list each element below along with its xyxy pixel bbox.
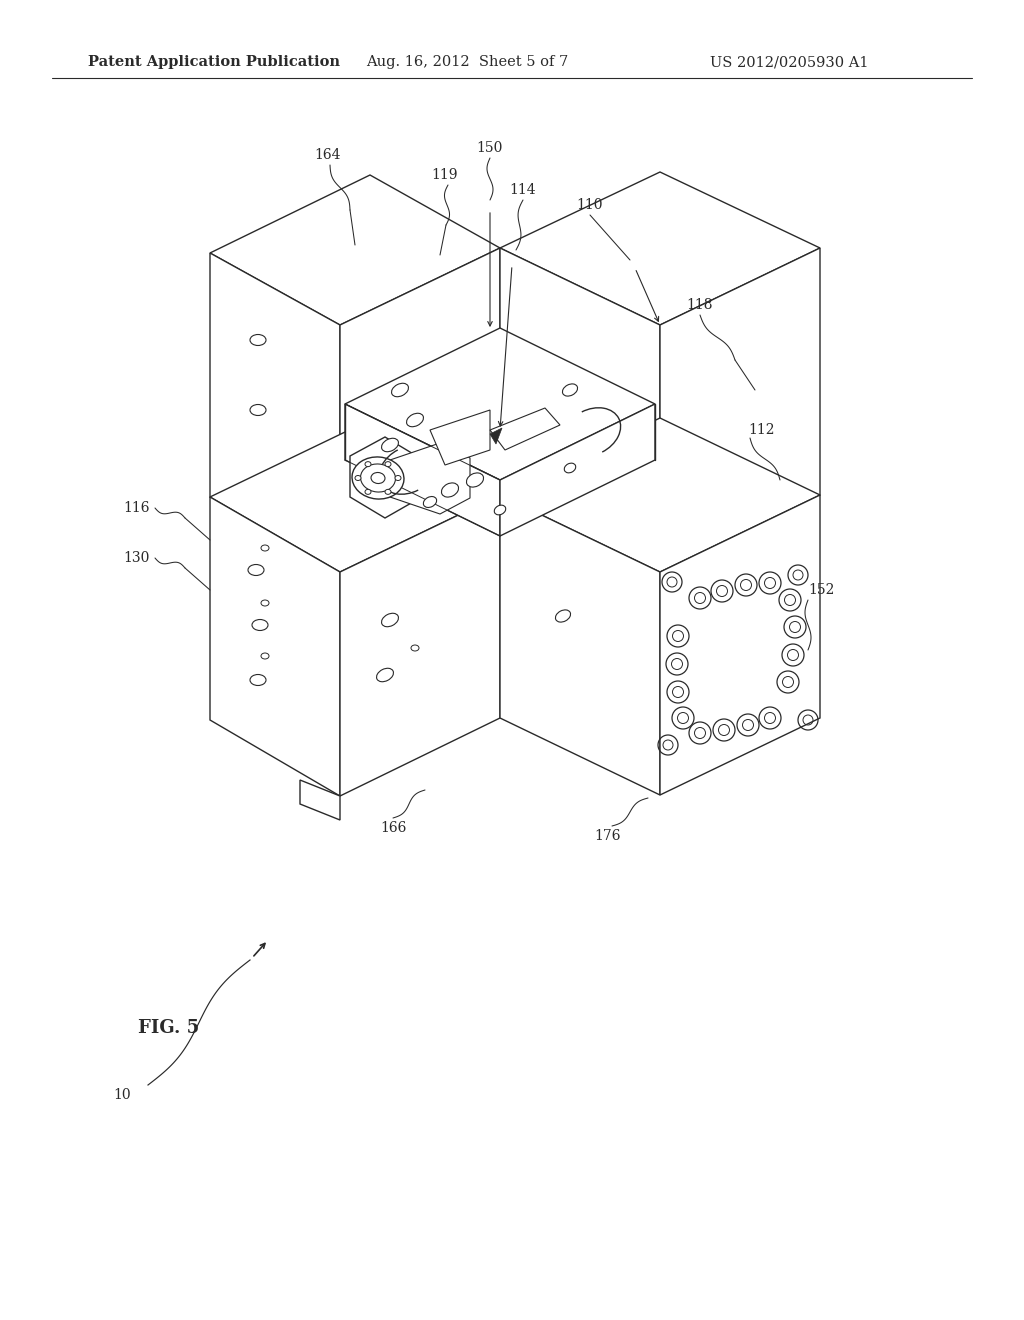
Ellipse shape: [564, 463, 575, 473]
Ellipse shape: [441, 483, 459, 498]
Polygon shape: [490, 428, 502, 444]
Polygon shape: [210, 498, 340, 796]
Ellipse shape: [360, 463, 395, 492]
Ellipse shape: [555, 610, 570, 622]
Ellipse shape: [382, 614, 398, 627]
Text: FIG. 5: FIG. 5: [138, 1019, 200, 1038]
Polygon shape: [300, 780, 340, 820]
Ellipse shape: [365, 490, 371, 495]
Text: 118: 118: [687, 298, 714, 312]
Ellipse shape: [352, 457, 403, 499]
Polygon shape: [490, 408, 560, 450]
Text: 116: 116: [124, 502, 150, 515]
Text: 10: 10: [114, 1088, 131, 1102]
Ellipse shape: [423, 496, 436, 507]
Polygon shape: [345, 404, 500, 536]
Ellipse shape: [261, 601, 269, 606]
Polygon shape: [210, 420, 500, 572]
Text: 112: 112: [749, 422, 775, 437]
Ellipse shape: [411, 645, 419, 651]
Ellipse shape: [252, 619, 268, 631]
Text: US 2012/0205930 A1: US 2012/0205930 A1: [710, 55, 868, 69]
Polygon shape: [345, 327, 655, 480]
Polygon shape: [500, 172, 820, 325]
Ellipse shape: [391, 383, 409, 397]
Polygon shape: [430, 411, 490, 465]
Ellipse shape: [355, 475, 361, 480]
Polygon shape: [500, 495, 660, 795]
Ellipse shape: [365, 462, 371, 467]
Polygon shape: [500, 248, 660, 572]
Ellipse shape: [250, 675, 266, 685]
Ellipse shape: [385, 462, 391, 467]
Text: 152: 152: [808, 583, 835, 597]
Ellipse shape: [407, 413, 424, 426]
Ellipse shape: [382, 438, 398, 451]
Ellipse shape: [495, 506, 506, 515]
Text: Aug. 16, 2012  Sheet 5 of 7: Aug. 16, 2012 Sheet 5 of 7: [366, 55, 568, 69]
Ellipse shape: [385, 490, 391, 495]
Text: 110: 110: [577, 198, 603, 213]
Polygon shape: [660, 495, 820, 795]
Ellipse shape: [248, 565, 264, 576]
Ellipse shape: [467, 473, 483, 487]
Text: 176: 176: [595, 829, 622, 843]
Text: 119: 119: [432, 168, 459, 182]
Polygon shape: [660, 248, 820, 572]
Text: 150: 150: [477, 141, 503, 154]
Ellipse shape: [250, 334, 266, 346]
Polygon shape: [210, 253, 340, 572]
Text: 114: 114: [510, 183, 537, 197]
Text: 164: 164: [314, 148, 341, 162]
Polygon shape: [500, 404, 655, 536]
Ellipse shape: [377, 668, 393, 681]
Polygon shape: [340, 248, 500, 572]
Ellipse shape: [261, 545, 269, 550]
Ellipse shape: [395, 475, 401, 480]
Polygon shape: [210, 176, 500, 325]
Text: Patent Application Publication: Patent Application Publication: [88, 55, 340, 69]
Ellipse shape: [261, 653, 269, 659]
Text: 166: 166: [380, 821, 407, 836]
Ellipse shape: [371, 473, 385, 483]
Polygon shape: [390, 444, 470, 513]
Polygon shape: [340, 495, 500, 796]
Text: 130: 130: [124, 550, 150, 565]
Ellipse shape: [562, 384, 578, 396]
Ellipse shape: [250, 404, 266, 416]
Polygon shape: [350, 437, 420, 517]
Polygon shape: [500, 418, 820, 572]
